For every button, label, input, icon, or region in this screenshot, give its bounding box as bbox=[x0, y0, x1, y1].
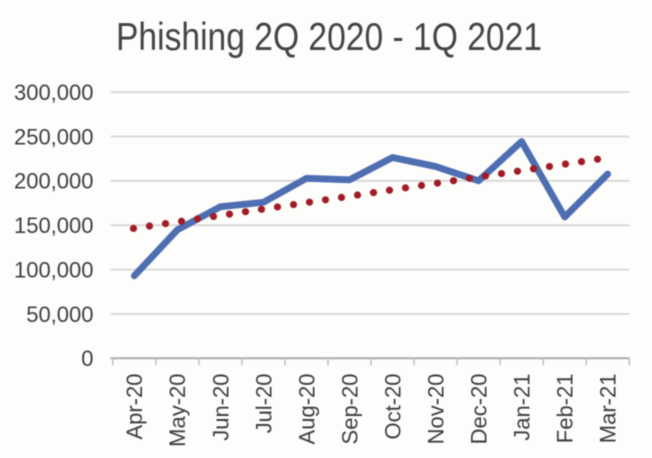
svg-text:300,000: 300,000 bbox=[14, 80, 94, 105]
svg-text:0: 0 bbox=[81, 346, 93, 371]
svg-text:Oct-20: Oct-20 bbox=[380, 374, 405, 440]
svg-text:Jan-21: Jan-21 bbox=[510, 374, 535, 441]
svg-text:May-20: May-20 bbox=[165, 374, 190, 447]
svg-text:Mar-21: Mar-21 bbox=[596, 374, 621, 444]
svg-text:Phishing 2Q 2020 - 1Q 2021: Phishing 2Q 2020 - 1Q 2021 bbox=[116, 16, 542, 59]
svg-text:250,000: 250,000 bbox=[14, 124, 94, 149]
svg-text:Feb-21: Feb-21 bbox=[553, 374, 578, 444]
svg-text:Dec-20: Dec-20 bbox=[467, 374, 492, 445]
svg-text:Jun-20: Jun-20 bbox=[208, 374, 233, 441]
svg-text:Apr-20: Apr-20 bbox=[122, 374, 147, 440]
svg-text:Nov-20: Nov-20 bbox=[423, 373, 448, 444]
svg-text:200,000: 200,000 bbox=[14, 169, 94, 194]
svg-text:Sep-20: Sep-20 bbox=[337, 374, 362, 445]
svg-text:100,000: 100,000 bbox=[14, 258, 94, 283]
svg-text:Jul-20: Jul-20 bbox=[251, 374, 276, 434]
svg-text:Aug-20: Aug-20 bbox=[294, 374, 319, 445]
svg-text:50,000: 50,000 bbox=[26, 302, 93, 327]
svg-text:150,000: 150,000 bbox=[14, 213, 94, 238]
